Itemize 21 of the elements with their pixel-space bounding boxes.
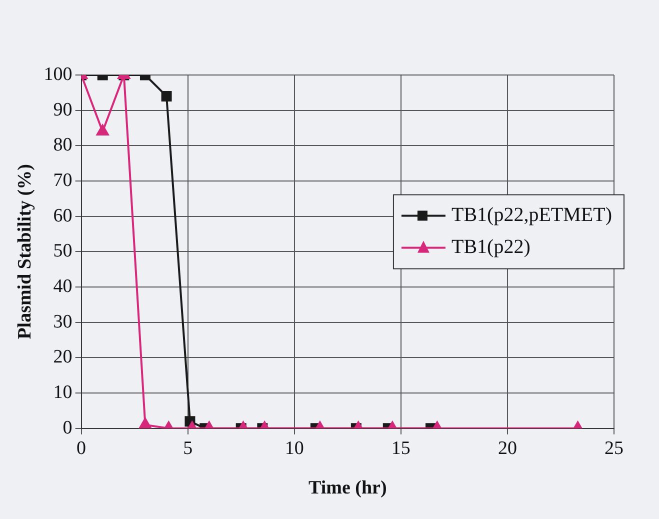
x-tick-label: 15 bbox=[391, 438, 410, 459]
y-tick-label: 60 bbox=[53, 205, 72, 226]
x-tick-label: 0 bbox=[76, 438, 86, 459]
x-tick-label: 10 bbox=[284, 438, 304, 459]
x-tick-label: 25 bbox=[604, 438, 624, 459]
y-tick-label: 30 bbox=[53, 311, 72, 332]
y-tick-label: 50 bbox=[53, 240, 72, 262]
y-tick-label: 90 bbox=[53, 99, 72, 120]
y-tick-label: 10 bbox=[53, 382, 72, 404]
x-axis-title: Time (hr) bbox=[308, 478, 387, 499]
legend-label: TB1(p22,pETMET) bbox=[451, 204, 612, 226]
y-tick-label: 100 bbox=[44, 64, 72, 85]
x-tick-label: 20 bbox=[498, 438, 517, 459]
y-tick-label: 80 bbox=[53, 134, 72, 156]
x-tick-label: 5 bbox=[183, 438, 193, 459]
legend-label: TB1(p22) bbox=[451, 236, 530, 258]
y-tick-label: 70 bbox=[53, 170, 72, 192]
y-tick-label: 0 bbox=[62, 417, 72, 438]
y-tick-label: 20 bbox=[53, 346, 72, 368]
y-tick-label: 40 bbox=[53, 276, 72, 298]
y-axis-title: Plasmid Stability (%) bbox=[14, 164, 36, 340]
